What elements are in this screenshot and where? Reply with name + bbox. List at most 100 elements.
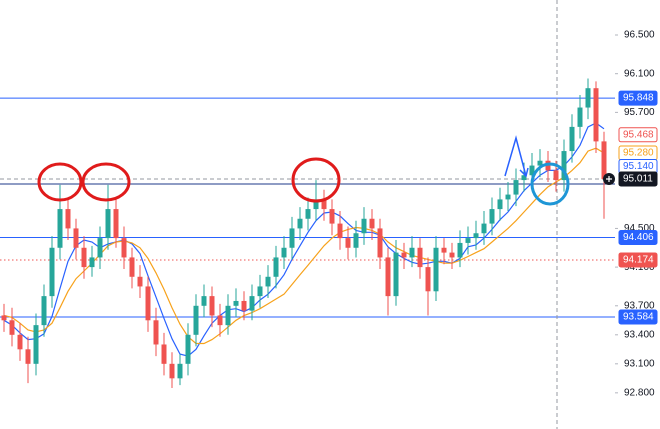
price-label: 94.406: [623, 232, 654, 243]
candle-body: [353, 233, 359, 248]
candle-body: [33, 325, 39, 364]
y-tick-label: 93.100: [624, 358, 655, 369]
y-tick-label: 92.800: [624, 387, 655, 398]
candle-body: [297, 218, 303, 229]
red-circle: [291, 157, 341, 203]
candle-body: [105, 209, 111, 239]
candle-body: [513, 180, 519, 195]
candle-body: [169, 363, 175, 379]
candle-body: [9, 320, 15, 335]
candle-body: [481, 223, 487, 234]
candle-body: [393, 252, 399, 297]
candle-body: [585, 88, 591, 108]
candles: [1, 78, 607, 388]
candle-body: [129, 257, 135, 277]
candle-body: [361, 218, 367, 234]
candle-body: [449, 252, 455, 258]
candle-body: [1, 315, 7, 321]
candle-body: [113, 209, 119, 239]
candle-body: [313, 199, 319, 210]
price-label: 95.140: [623, 161, 654, 172]
price-label: 95.848: [623, 93, 654, 104]
y-tick-label: 96.500: [624, 30, 655, 41]
candle-body: [161, 344, 167, 364]
candle-body: [441, 247, 447, 253]
candle-body: [417, 247, 423, 268]
candle-body: [201, 296, 207, 306]
price-label-box: [618, 90, 658, 106]
candle-body: [521, 175, 527, 181]
crosshair-button[interactable]: [603, 173, 615, 185]
price-label-box: [618, 127, 658, 143]
candle-body: [369, 218, 375, 229]
candle-body: [185, 334, 191, 364]
candle-body: [89, 257, 95, 268]
candle-body: [265, 276, 271, 287]
arrow-head: [519, 167, 529, 178]
candle-body: [465, 238, 471, 243]
axis-labels: 96.50096.10095.70094.50094.10093.70093.4…: [615, 30, 658, 398]
red-circle: [81, 162, 131, 202]
candle-body: [497, 199, 503, 210]
candle-body: [217, 315, 223, 326]
candle-body: [561, 151, 567, 181]
annotations: [37, 135, 570, 206]
candle-body: [305, 209, 311, 219]
moving-average: [3, 147, 605, 345]
candle-body: [257, 286, 263, 297]
candle-body: [281, 247, 287, 258]
candle-body: [49, 247, 55, 297]
candle-body: [537, 160, 543, 166]
candle-body: [81, 247, 87, 268]
candle-body: [473, 233, 479, 239]
blue-circle: [530, 162, 570, 206]
price-label-box: [618, 252, 658, 268]
y-tick-label: 93.700: [624, 300, 655, 311]
candle-body: [177, 363, 183, 379]
candle-body: [345, 238, 351, 248]
candle-body: [273, 257, 279, 277]
arrow-drawing: [504, 135, 527, 177]
candle-body: [489, 209, 495, 224]
candle-body: [121, 238, 127, 258]
candle-body: [577, 107, 583, 127]
price-label: 95.280: [623, 148, 654, 159]
moving-averages: [3, 122, 605, 357]
price-label-box: [618, 309, 658, 325]
candle-body: [73, 228, 79, 248]
candle-body: [385, 257, 391, 297]
candle-body: [329, 209, 335, 224]
candle-body: [289, 228, 295, 248]
candle-body: [569, 126, 575, 152]
candle-body: [401, 252, 407, 258]
candle-body: [409, 247, 415, 258]
price-label-box: [618, 230, 658, 246]
candle-body: [233, 300, 239, 306]
levels: [0, 97, 615, 318]
candle-body: [25, 349, 31, 364]
candle-body: [209, 296, 215, 316]
y-tick-label: 95.700: [624, 107, 655, 118]
candle-body: [241, 300, 247, 311]
candle-body: [153, 320, 159, 345]
candle-body: [505, 194, 511, 200]
price-label: 94.174: [623, 255, 654, 266]
candle-body: [377, 228, 383, 258]
crosshair-plus: [606, 176, 612, 182]
candle-body: [553, 170, 559, 181]
price-label: 95.468: [623, 129, 654, 140]
candle-body: [529, 165, 535, 176]
candle-body: [337, 223, 343, 239]
candle-body: [57, 209, 63, 248]
price-label: 95.011: [623, 174, 653, 185]
candle-body: [425, 267, 431, 292]
candle-body: [457, 242, 463, 258]
candle-body: [41, 296, 47, 326]
candle-body: [145, 286, 151, 321]
y-tick-label: 94.500: [624, 223, 655, 234]
candle-body: [65, 209, 71, 229]
price-label-box: [618, 171, 658, 187]
moving-average: [3, 122, 605, 357]
red-circle: [37, 162, 83, 202]
